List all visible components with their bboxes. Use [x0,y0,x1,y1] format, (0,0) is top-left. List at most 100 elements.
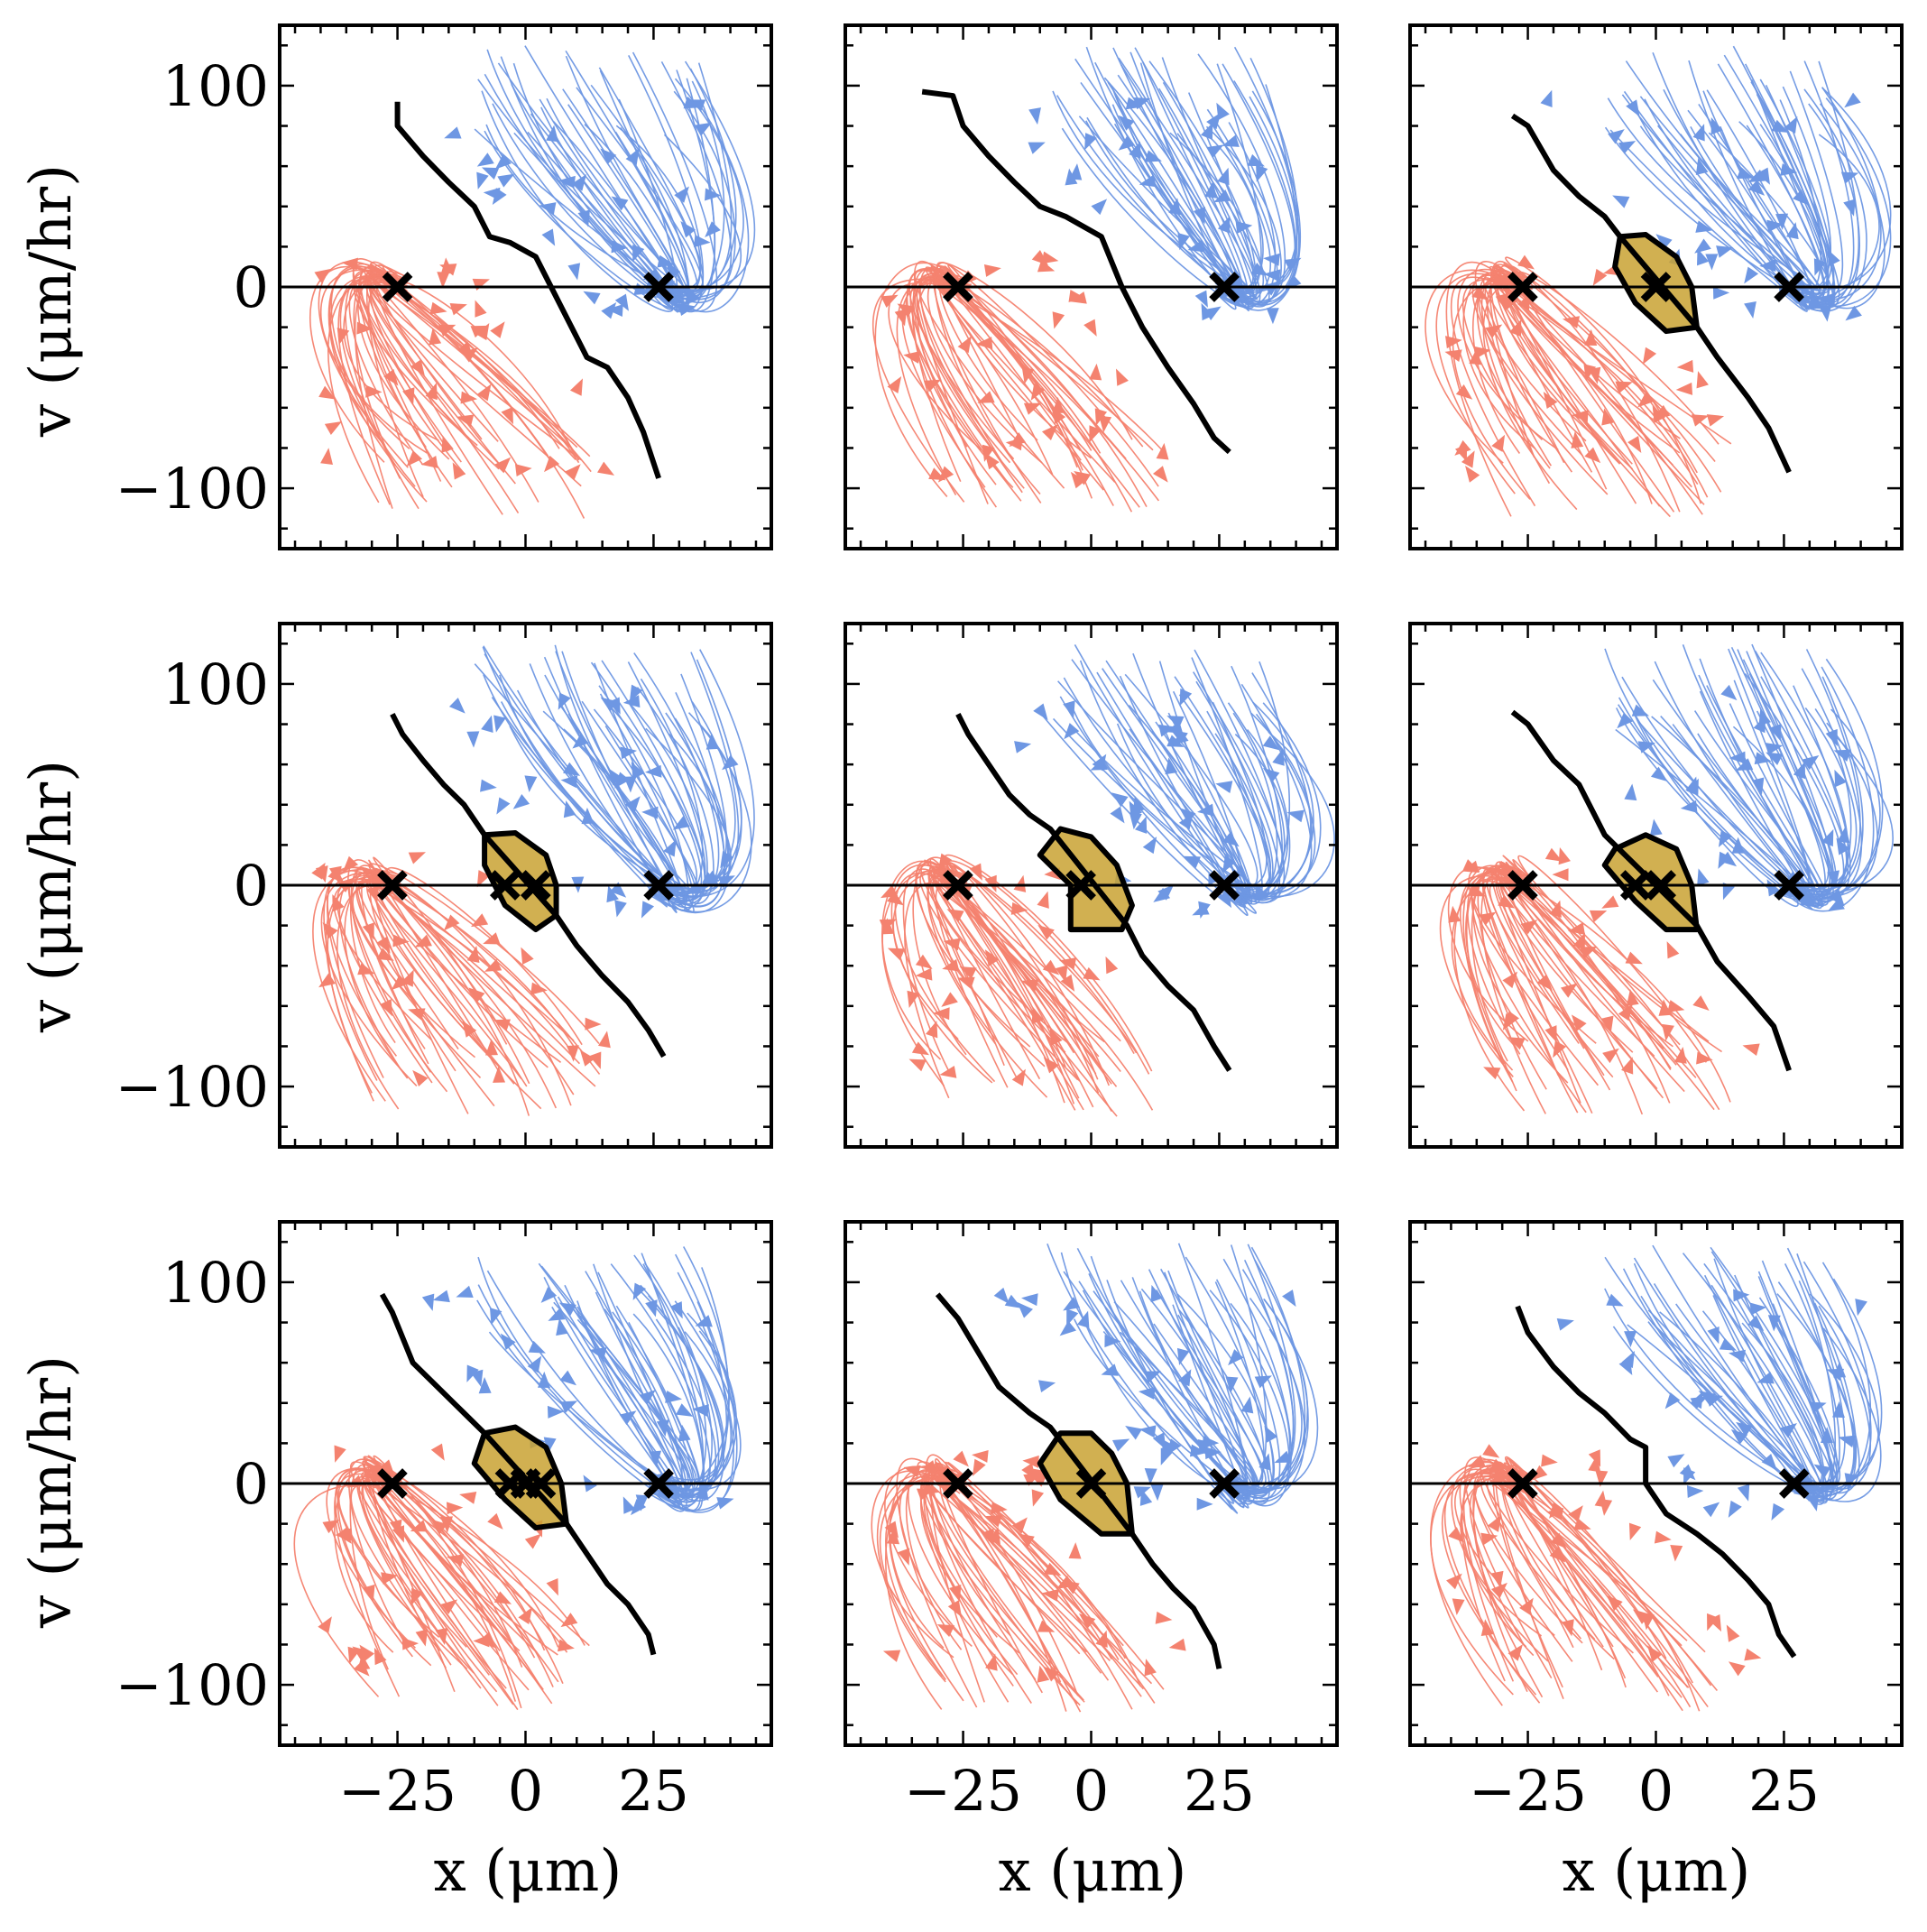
streamline-left [350,1461,490,1676]
arrow-right-basin [639,1390,656,1405]
streamline-left [337,277,409,505]
arrow-right-basin [1631,704,1650,716]
streamline-right [1733,679,1810,889]
arrow-right-basin [1144,150,1162,162]
arrow-left-basin [1037,1620,1056,1632]
arrow-right-basin [680,220,696,238]
arrow-right-basin [1612,195,1630,208]
arrow-right-basin [558,692,571,710]
streamline-right [663,701,736,894]
streamline-right [595,1291,692,1492]
ticks [1410,25,1902,549]
streamline-left [939,267,1093,499]
arrow-right-basin [1014,741,1032,753]
arrow-right-basin [694,122,713,136]
fixed-point-marker [643,1468,674,1499]
arrow-left-basin [1031,1489,1045,1507]
streamline-left [914,269,1065,489]
arrow-right-basin [1759,259,1776,273]
arrow-right-basin [1084,133,1097,151]
arrow-left-basin [1462,859,1480,872]
arrow-right-basin [692,1404,709,1418]
arrow-right-basin [1837,826,1850,844]
arrow-right-basin [1690,1396,1708,1410]
arrow-right-basin [1069,163,1083,180]
plot-area [845,1243,1337,1713]
x-axis-label-col-2: x (μm) [999,1838,1187,1905]
arrow-left-basin [1544,847,1563,862]
streamline-left [925,266,1116,483]
streamline-left [1430,1473,1519,1696]
separatrix [921,88,1231,455]
arrow-right-basin [1189,1444,1207,1457]
streamline-right [612,1311,702,1512]
arrow-right-basin [1263,253,1280,266]
arrow-left-basin [475,323,490,341]
streamline-right [1223,1246,1306,1491]
arrow-left-basin [911,1041,930,1056]
streamline-left [936,1470,1141,1687]
streamline-left [894,873,996,1083]
arrow-right-basin [1729,751,1746,764]
fixed-point-marker [1507,1468,1538,1499]
arrow-right-basin [1836,837,1850,855]
panel-5 [844,622,1339,1149]
arrow-right-basin [478,1376,492,1394]
arrow-left-basin [1600,1015,1614,1033]
arrow-right-basin [1104,1335,1121,1348]
arrow-left-basin [466,945,480,963]
streamline-left [373,870,577,1052]
arrow-right-basin [678,303,696,316]
ticks [845,624,1337,1147]
arrow-left-basin [337,327,350,346]
arrow-right-basin [1826,1368,1845,1382]
streamline-right [488,1331,680,1497]
arrow-right-basin [1264,1425,1278,1443]
arrow-right-basin [512,793,530,809]
arrow-left-basin [546,1578,558,1596]
arrow-left-basin [1728,1661,1746,1677]
arrow-left-basin [392,934,410,948]
arrow-left-basin [1696,371,1709,389]
middle-basin-boundary [1037,826,1135,933]
arrow-right-basin [1819,304,1832,322]
arrow-left-basin [1637,392,1655,408]
separatrix [1510,113,1792,474]
arrow-left-basin [1666,941,1680,959]
arrow-right-basin [1064,723,1080,740]
streamline-right [1756,94,1836,305]
fixed-point-marker [1209,1468,1240,1499]
plot-area [280,644,771,1116]
streamline-right [1085,120,1254,294]
arrow-left-basin [332,894,345,912]
arrow-left-basin [501,406,513,425]
arrow-right-basin [1138,1387,1156,1400]
arrow-right-basin [657,254,675,268]
arrow-right-basin [620,746,638,760]
arrow-right-basin [1618,141,1637,154]
streamline-right [1214,1281,1265,1487]
arrow-right-basin [470,1369,484,1387]
streamline-right [1156,1290,1267,1492]
arrow-left-basin [1099,415,1112,433]
y-tick-label: 0 [234,853,269,919]
plot-area [845,644,1337,1117]
streamline-left [326,1467,416,1649]
streamline-right [651,134,742,300]
arrow-right-basin [1004,1294,1022,1308]
arrow-left-basin [1043,1057,1059,1074]
arrow-left-basin [1520,920,1538,935]
streamline-right [1744,63,1835,295]
arrow-left-basin [1595,1470,1609,1487]
arrow-left-basin [452,462,466,480]
streamline-right [1796,60,1855,306]
streamline-left [933,268,1042,504]
arrow-left-basin [1568,922,1585,935]
arrow-left-basin [1744,1648,1762,1661]
arrow-left-basin [1051,406,1066,424]
arrow-left-basin [1041,424,1058,441]
arrow-right-basin [1282,1290,1296,1308]
arrow-right-basin [1844,92,1861,108]
arrow-left-basin [1095,1630,1108,1648]
arrow-left-basin [366,885,379,903]
